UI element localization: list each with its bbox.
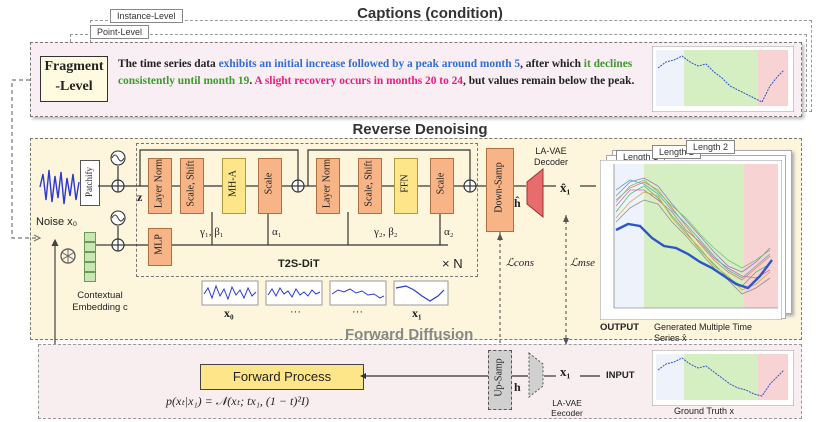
block-ffn	[394, 158, 418, 214]
block-scale-2	[430, 158, 454, 214]
up-samp-block	[488, 350, 512, 410]
reverse-denoising-title: Reverse Denoising	[352, 121, 488, 138]
caption-seg-4: .	[249, 75, 255, 87]
forward-diffusion-title: Forward Diffusion	[345, 326, 474, 343]
traj-x1-label: x₁	[412, 306, 422, 320]
tab-point-level: Point-Level	[90, 25, 150, 39]
x1-label: x₁	[560, 364, 571, 379]
l-cons-label: ℒcons	[506, 257, 535, 269]
block-layer-norm-1	[148, 158, 172, 214]
block-scale-shift-1	[180, 158, 204, 214]
trajectory-thumbnails	[201, 280, 449, 306]
block-mha	[222, 158, 246, 214]
caption-seg-peak: exhibits an initial increase followed by…	[218, 58, 521, 70]
block-scale-1	[258, 158, 282, 214]
caption-seg-2: , after which	[520, 58, 584, 70]
context-embedding-label: Contextual Embedding c	[72, 290, 128, 313]
forward-formula: p(xₜ|x₁) = 𝒩(xₜ; tx₁, (1 − t)²I)	[166, 394, 309, 408]
length-tab-3: Length 2	[686, 140, 736, 154]
encoder-label: LA-VAE Eecoder	[551, 398, 583, 418]
gamma2-label: γ₂, β₂	[374, 226, 398, 238]
caption-seg-recovery: A slight recovery occurs in months 20 to…	[254, 75, 464, 87]
forward-process-label: Forward Process	[232, 369, 332, 384]
noise-label: Noise x₀	[36, 216, 78, 228]
la-vae-decoder-shape	[526, 168, 544, 218]
h-label: h	[514, 380, 521, 394]
gamma1-label: γ₁, β₁	[200, 226, 224, 238]
l-mse-label: ℒmse	[570, 257, 596, 269]
fragment-level-label: Fragment -Level	[40, 56, 108, 102]
alpha2-label: α₂	[444, 226, 454, 238]
decoder-label: LA-VAE Decoder	[533, 146, 569, 167]
t2s-dit-label: T2S-DiT	[278, 258, 320, 270]
traj-dots-1: ···	[290, 306, 301, 318]
openai-logo-icon	[60, 248, 76, 264]
tab-instance-level: Instance-Level	[110, 9, 183, 23]
x1-hat-label: x̂₁	[560, 180, 571, 195]
block-scale-shift-2	[358, 158, 382, 214]
traj-x0-label: x₀	[224, 306, 234, 320]
ground-truth-chart	[652, 350, 794, 406]
traj-dots-2: ···	[352, 306, 363, 318]
generated-label: Generated Multiple Time Series x̂	[654, 322, 753, 343]
patchify-block	[80, 160, 100, 206]
caption-thumbnail-chart	[652, 46, 794, 112]
caption-seg-0: The time series data	[118, 58, 219, 70]
block-mlp	[148, 228, 172, 266]
context-embedding-column	[84, 232, 96, 282]
down-samp-block	[486, 148, 514, 232]
t2s-dit-container	[136, 143, 478, 277]
captions-title: Captions (condition)	[357, 5, 503, 22]
up-samp-label: Up-Samp	[493, 358, 505, 397]
caption-text: The time series data exhibits an initial…	[118, 56, 638, 90]
times-n-label: × N	[442, 256, 463, 271]
forward-process-box: Forward Process	[200, 364, 364, 390]
caption-seg-6: , but values remain below the peak.	[463, 75, 635, 87]
z-label: z	[137, 190, 143, 204]
alpha1-label: α₁	[272, 226, 282, 238]
block-layer-norm-2	[316, 158, 340, 214]
output-label: OUTPUT	[600, 322, 640, 333]
ground-truth-label: Ground Truth x	[674, 406, 735, 416]
generated-series-chart	[600, 160, 782, 320]
caption-seg-decline: it declines consistently until month 19	[118, 58, 633, 87]
h-hat-label: ĥ	[514, 196, 521, 210]
la-vae-encoder-shape	[528, 352, 544, 398]
noise-signal-icon	[39, 169, 80, 205]
input-label: INPUT	[606, 370, 635, 381]
